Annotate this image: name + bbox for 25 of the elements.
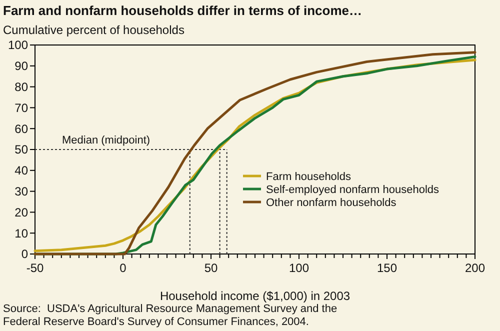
y-tick-label: 50: [14, 142, 28, 157]
ref-line-label: Median (midpoint): [62, 134, 150, 146]
x-tick-label: 150: [376, 261, 398, 275]
x-tick-label: -50: [26, 261, 44, 275]
x-tick-label: 100: [288, 261, 310, 275]
legend-label: Other nonfarm households: [266, 196, 397, 209]
x-axis-title: Household income ($1,000) in 2003: [160, 289, 350, 303]
legend-label: Farm households: [266, 170, 352, 183]
y-tick-label: 100: [8, 38, 28, 52]
y-axis-title: Cumulative percent of households: [3, 23, 184, 37]
y-tick-label: 90: [14, 59, 28, 74]
y-tick-label: 60: [14, 122, 28, 136]
y-tick-label: 40: [14, 164, 28, 178]
y-tick-label: 30: [14, 184, 28, 198]
y-tick-label: 0: [21, 247, 28, 262]
x-tick-label: 50: [204, 261, 218, 275]
x-tick-label: 200: [464, 261, 486, 275]
source-note: Source: USDA's Agricultural Resource Management Survey and the Federal Reserve Board's Survey of Consumer Finances, 2004.: [3, 303, 338, 328]
y-tick-label: 80: [14, 80, 28, 94]
x-tick-label: 0: [120, 261, 127, 275]
y-tick-label: 20: [14, 205, 28, 220]
chart-title: Farm and nonfarm households differ in terms of income…: [3, 3, 362, 18]
y-tick-label: 10: [14, 226, 28, 240]
legend-label: Self-employed nonfarm households: [266, 184, 440, 196]
y-tick-label: 70: [14, 100, 28, 115]
